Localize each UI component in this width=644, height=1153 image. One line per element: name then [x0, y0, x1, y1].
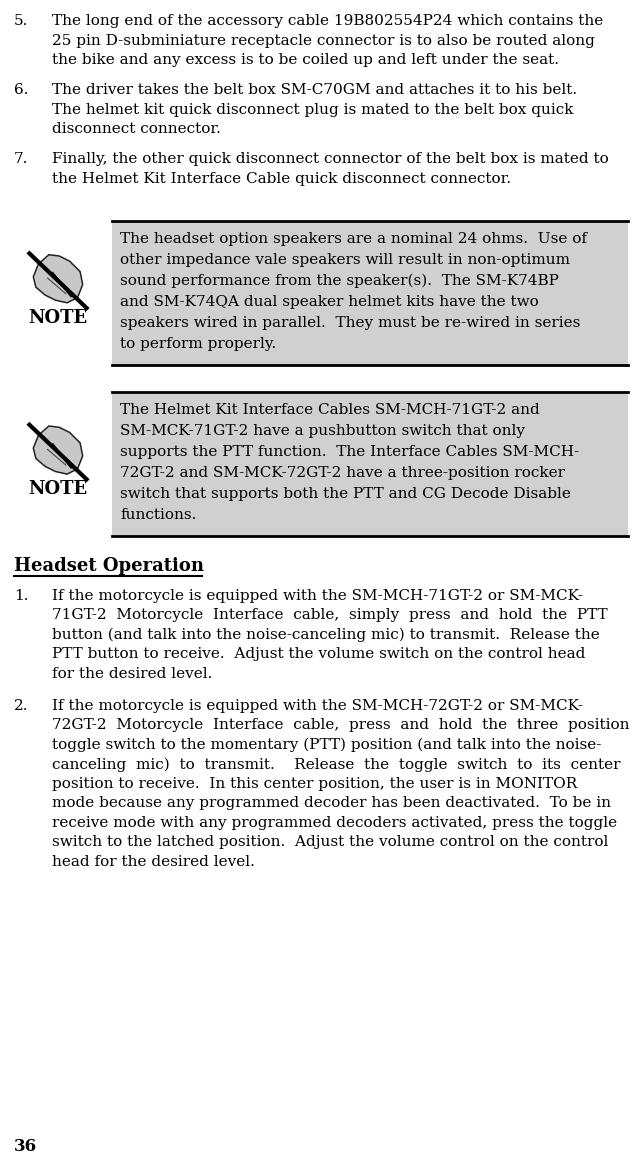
Text: If the motorcycle is equipped with the SM-MCH-72GT-2 or SM-MCK-: If the motorcycle is equipped with the S… [52, 699, 583, 713]
Text: 72GT-2  Motorcycle  Interface  cable,  press  and  hold  the  three  position: 72GT-2 Motorcycle Interface cable, press… [52, 718, 629, 732]
Text: speakers wired in parallel.  They must be re-wired in series: speakers wired in parallel. They must be… [120, 316, 580, 330]
Text: the Helmet Kit Interface Cable quick disconnect connector.: the Helmet Kit Interface Cable quick dis… [52, 172, 511, 186]
Text: for the desired level.: for the desired level. [52, 666, 213, 680]
Text: to perform properly.: to perform properly. [120, 337, 276, 351]
Text: 6.: 6. [14, 83, 28, 97]
Text: switch to the latched position.  Adjust the volume control on the control: switch to the latched position. Adjust t… [52, 835, 609, 850]
Text: sound performance from the speaker(s).  The SM-K74BP: sound performance from the speaker(s). T… [120, 273, 559, 288]
Text: switch that supports both the PTT and CG Decode Disable: switch that supports both the PTT and CG… [120, 487, 571, 502]
Text: canceling  mic)  to  transmit.    Release  the  toggle  switch  to  its  center: canceling mic) to transmit. Release the … [52, 758, 621, 771]
Text: 7.: 7. [14, 152, 28, 166]
Text: position to receive.  In this center position, the user is in MONITOR: position to receive. In this center posi… [52, 777, 577, 791]
Text: 1.: 1. [14, 589, 28, 603]
Text: other impedance vale speakers will result in non-optimum: other impedance vale speakers will resul… [120, 253, 570, 266]
Text: NOTE: NOTE [28, 309, 88, 326]
Text: The driver takes the belt box SM-C70GM and attaches it to his belt.: The driver takes the belt box SM-C70GM a… [52, 83, 577, 97]
Text: functions.: functions. [120, 508, 196, 522]
Text: SM-MCK-71GT-2 have a pushbutton switch that only: SM-MCK-71GT-2 have a pushbutton switch t… [120, 424, 525, 438]
Text: NOTE: NOTE [28, 480, 88, 498]
Text: The Helmet Kit Interface Cables SM-MCH-71GT-2 and: The Helmet Kit Interface Cables SM-MCH-7… [120, 404, 540, 417]
Text: Finally, the other quick disconnect connector of the belt box is mated to: Finally, the other quick disconnect conn… [52, 152, 609, 166]
Text: supports the PTT function.  The Interface Cables SM-MCH-: supports the PTT function. The Interface… [120, 445, 579, 459]
Bar [112, 392, 628, 536]
Text: 25 pin D-subminiature receptacle connector is to also be routed along: 25 pin D-subminiature receptacle connect… [52, 33, 595, 47]
Text: and SM-K74QA dual speaker helmet kits have the two: and SM-K74QA dual speaker helmet kits ha… [120, 295, 539, 309]
Text: 71GT-2  Motorcycle  Interface  cable,  simply  press  and  hold  the  PTT: 71GT-2 Motorcycle Interface cable, simpl… [52, 608, 608, 623]
Text: toggle switch to the momentary (PTT) position (and talk into the noise-: toggle switch to the momentary (PTT) pos… [52, 738, 601, 752]
Text: the bike and any excess is to be coiled up and left under the seat.: the bike and any excess is to be coiled … [52, 53, 559, 67]
Text: The headset option speakers are a nominal 24 ohms.  Use of: The headset option speakers are a nomina… [120, 232, 587, 246]
Text: receive mode with any programmed decoders activated, press the toggle: receive mode with any programmed decoder… [52, 816, 617, 830]
Text: If the motorcycle is equipped with the SM-MCH-71GT-2 or SM-MCK-: If the motorcycle is equipped with the S… [52, 589, 583, 603]
Text: disconnect connector.: disconnect connector. [52, 122, 221, 136]
Text: button (and talk into the noise-canceling mic) to transmit.  Release the: button (and talk into the noise-cancelin… [52, 627, 600, 642]
Text: PTT button to receive.  Adjust the volume switch on the control head: PTT button to receive. Adjust the volume… [52, 647, 585, 661]
Text: 36: 36 [14, 1138, 37, 1153]
Text: 5.: 5. [14, 14, 28, 28]
Text: 2.: 2. [14, 699, 28, 713]
Polygon shape [33, 425, 82, 474]
Text: The long end of the accessory cable 19B802554P24 which contains the: The long end of the accessory cable 19B8… [52, 14, 603, 28]
Text: The helmet kit quick disconnect plug is mated to the belt box quick: The helmet kit quick disconnect plug is … [52, 103, 574, 116]
Text: 72GT-2 and SM-MCK-72GT-2 have a three-position rocker: 72GT-2 and SM-MCK-72GT-2 have a three-po… [120, 466, 565, 480]
Text: mode because any programmed decoder has been deactivated.  To be in: mode because any programmed decoder has … [52, 797, 611, 811]
Polygon shape [33, 255, 82, 303]
Text: Headset Operation: Headset Operation [14, 557, 204, 575]
Text: head for the desired level.: head for the desired level. [52, 854, 255, 869]
Bar [112, 220, 628, 364]
